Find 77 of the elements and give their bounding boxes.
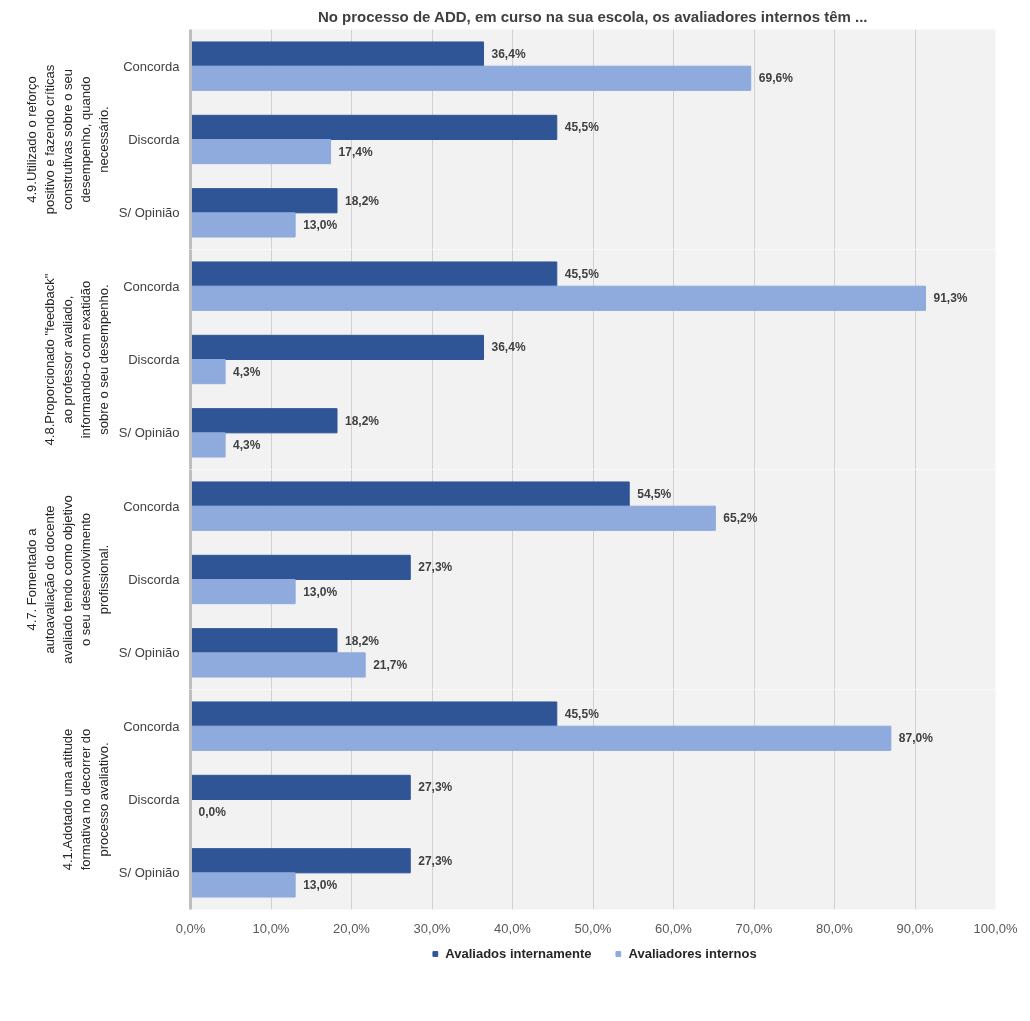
bar xyxy=(190,408,338,434)
bar xyxy=(190,628,338,654)
x-tick-label: 30,0% xyxy=(413,920,451,936)
data-label: 18,2% xyxy=(345,413,380,428)
bar xyxy=(190,188,338,214)
bar xyxy=(190,65,752,91)
bar xyxy=(190,579,296,605)
data-label: 0,0% xyxy=(198,804,227,819)
bar xyxy=(190,432,226,458)
bar xyxy=(190,481,630,507)
y-tick-label: Concorda xyxy=(123,718,181,734)
bar xyxy=(190,554,411,580)
legend-label: Avaliadores internos xyxy=(628,945,757,961)
data-label: 45,5% xyxy=(564,120,600,135)
x-tick-label: 0,0% xyxy=(175,920,206,936)
data-label: 45,5% xyxy=(564,267,600,282)
chart-title: No processo de ADD, em curso na sua escola, os avaliadores internos têm ... xyxy=(317,7,868,25)
y-axis-title: 4.1.Adotado uma atitude formativa no decorrer do processo avaliativo. xyxy=(59,728,111,871)
y-tick-label: Discorda xyxy=(128,132,181,147)
y-axis-title: 4.7. Fomentado a autoavaliação do docente avaliado tendo como objetivo o seu desenvolvimento profissional. xyxy=(23,495,111,664)
bar xyxy=(190,774,411,800)
data-label: 17,4% xyxy=(338,144,373,159)
data-label: 91,3% xyxy=(933,291,968,306)
x-tick-label: 10,0% xyxy=(252,920,290,936)
data-label: 87,0% xyxy=(898,731,934,746)
bar xyxy=(190,701,558,727)
data-label: 13,0% xyxy=(303,584,338,599)
bar xyxy=(190,505,716,531)
x-tick-label: 40,0% xyxy=(494,920,532,936)
data-label: 18,2% xyxy=(345,633,380,648)
bar xyxy=(190,212,296,238)
data-label: 45,5% xyxy=(564,707,600,722)
y-axis-title: 4.9.Utilizado o reforço positivo e fazendo críticas construtivas sobre o seu desempenho, quando necessário. xyxy=(23,64,111,215)
x-tick-label: 80,0% xyxy=(816,920,854,936)
bar xyxy=(190,114,558,140)
y-tick-label: Concorda xyxy=(123,58,181,74)
y-tick-label: Concorda xyxy=(123,498,181,514)
bar xyxy=(190,872,296,898)
y-tick-label: Discorda xyxy=(128,572,181,587)
bar xyxy=(190,725,892,751)
bar xyxy=(190,848,411,874)
x-tick-label: 90,0% xyxy=(896,920,934,936)
bar xyxy=(190,261,558,287)
y-tick-label: S/ Opinião xyxy=(118,865,180,881)
data-label: 4,3% xyxy=(233,437,261,452)
x-tick-label: 100,0% xyxy=(973,920,1018,936)
bar xyxy=(190,285,926,311)
y-tick-label: S/ Opinião xyxy=(118,425,180,441)
y-tick-label: S/ Opinião xyxy=(118,205,180,221)
x-tick-label: 20,0% xyxy=(333,920,371,936)
y-axis-title: 4.8.Proporcionado "feedback" ao professor avaliado, informando-o com exatidão sobre o seu desempenho. xyxy=(41,273,111,446)
data-label: 36,4% xyxy=(491,340,526,355)
data-label: 36,4% xyxy=(491,47,526,62)
data-label: 65,2% xyxy=(723,511,758,526)
data-label: 18,2% xyxy=(345,193,380,208)
data-label: 69,6% xyxy=(758,71,794,86)
bar xyxy=(190,41,485,67)
data-label: 21,7% xyxy=(373,657,408,672)
data-label: 13,0% xyxy=(303,217,338,232)
bar xyxy=(190,652,366,678)
data-label: 4,3% xyxy=(233,364,261,379)
x-tick-label: 50,0% xyxy=(574,920,612,936)
y-tick-label: S/ Opinião xyxy=(118,645,180,661)
data-label: 27,3% xyxy=(418,560,453,575)
bar xyxy=(190,359,226,385)
data-label: 27,3% xyxy=(418,853,453,868)
data-label: 13,0% xyxy=(303,877,338,892)
legend-label: Avaliados internamente xyxy=(445,945,592,961)
data-label: 54,5% xyxy=(637,487,672,502)
bar xyxy=(190,334,485,360)
bar xyxy=(190,139,332,165)
x-tick-label: 60,0% xyxy=(655,920,693,936)
y-tick-label: Discorda xyxy=(128,792,181,807)
y-tick-label: Discorda xyxy=(128,352,181,367)
y-tick-label: Concorda xyxy=(123,278,181,294)
data-label: 27,3% xyxy=(418,780,453,795)
x-tick-label: 70,0% xyxy=(735,920,773,936)
